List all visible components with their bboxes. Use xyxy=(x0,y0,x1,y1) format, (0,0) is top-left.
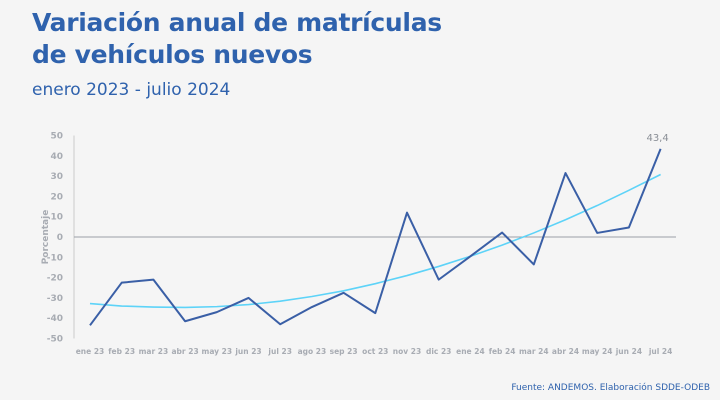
series-line-trend xyxy=(89,173,661,309)
data-label: 43,4 xyxy=(646,133,668,144)
subtitle: enero 2023 - julio 2024 xyxy=(32,80,231,100)
x-tick-label: feb 23 xyxy=(108,347,135,356)
x-tick-label: feb 24 xyxy=(489,347,516,356)
x-tick-label: ago 23 xyxy=(298,347,327,356)
x-tick-label: abr 23 xyxy=(172,347,199,356)
x-tick-label: ene 23 xyxy=(76,347,105,356)
x-tick-label: mar 24 xyxy=(519,347,549,356)
y-tick-label: -10 xyxy=(47,253,63,263)
x-tick-label: mar 23 xyxy=(139,347,169,356)
x-tick-label: jun 24 xyxy=(615,347,642,356)
x-tick-label: jun 23 xyxy=(234,347,261,356)
y-axis-label: Porcentaje xyxy=(41,210,51,265)
y-tick-label: -20 xyxy=(47,274,63,284)
y-tick-label: 30 xyxy=(50,172,63,182)
y-tick-label: 0 xyxy=(57,233,63,243)
x-tick-label: may 24 xyxy=(582,347,613,356)
x-tick-label: oct 23 xyxy=(362,347,388,356)
x-tick-label: nov 23 xyxy=(393,347,421,356)
y-tick-label: -30 xyxy=(47,294,63,304)
x-tick-label: jul 23 xyxy=(267,347,292,356)
x-tick-label: may 23 xyxy=(202,347,233,356)
title-line-2: de vehículos nuevos xyxy=(32,40,313,69)
x-tick-label: jul 24 xyxy=(648,347,673,356)
source-note: Fuente: ANDEMOS. Elaboración SDDE-ODEB xyxy=(511,383,710,393)
x-tick-label: dic 23 xyxy=(426,347,451,356)
y-tick-label: -50 xyxy=(47,335,63,345)
y-tick-label: 20 xyxy=(50,192,63,202)
y-tick-label: 10 xyxy=(50,213,63,223)
x-tick-label: sep 23 xyxy=(330,347,358,356)
y-tick-label: -40 xyxy=(47,314,63,324)
y-tick-label: 50 xyxy=(50,132,63,142)
y-tick-label: 40 xyxy=(50,152,63,162)
x-tick-label: ene 24 xyxy=(456,347,485,356)
title-line-1: Variación anual de matrículas xyxy=(32,8,442,37)
x-tick-label: abr 24 xyxy=(552,347,579,356)
